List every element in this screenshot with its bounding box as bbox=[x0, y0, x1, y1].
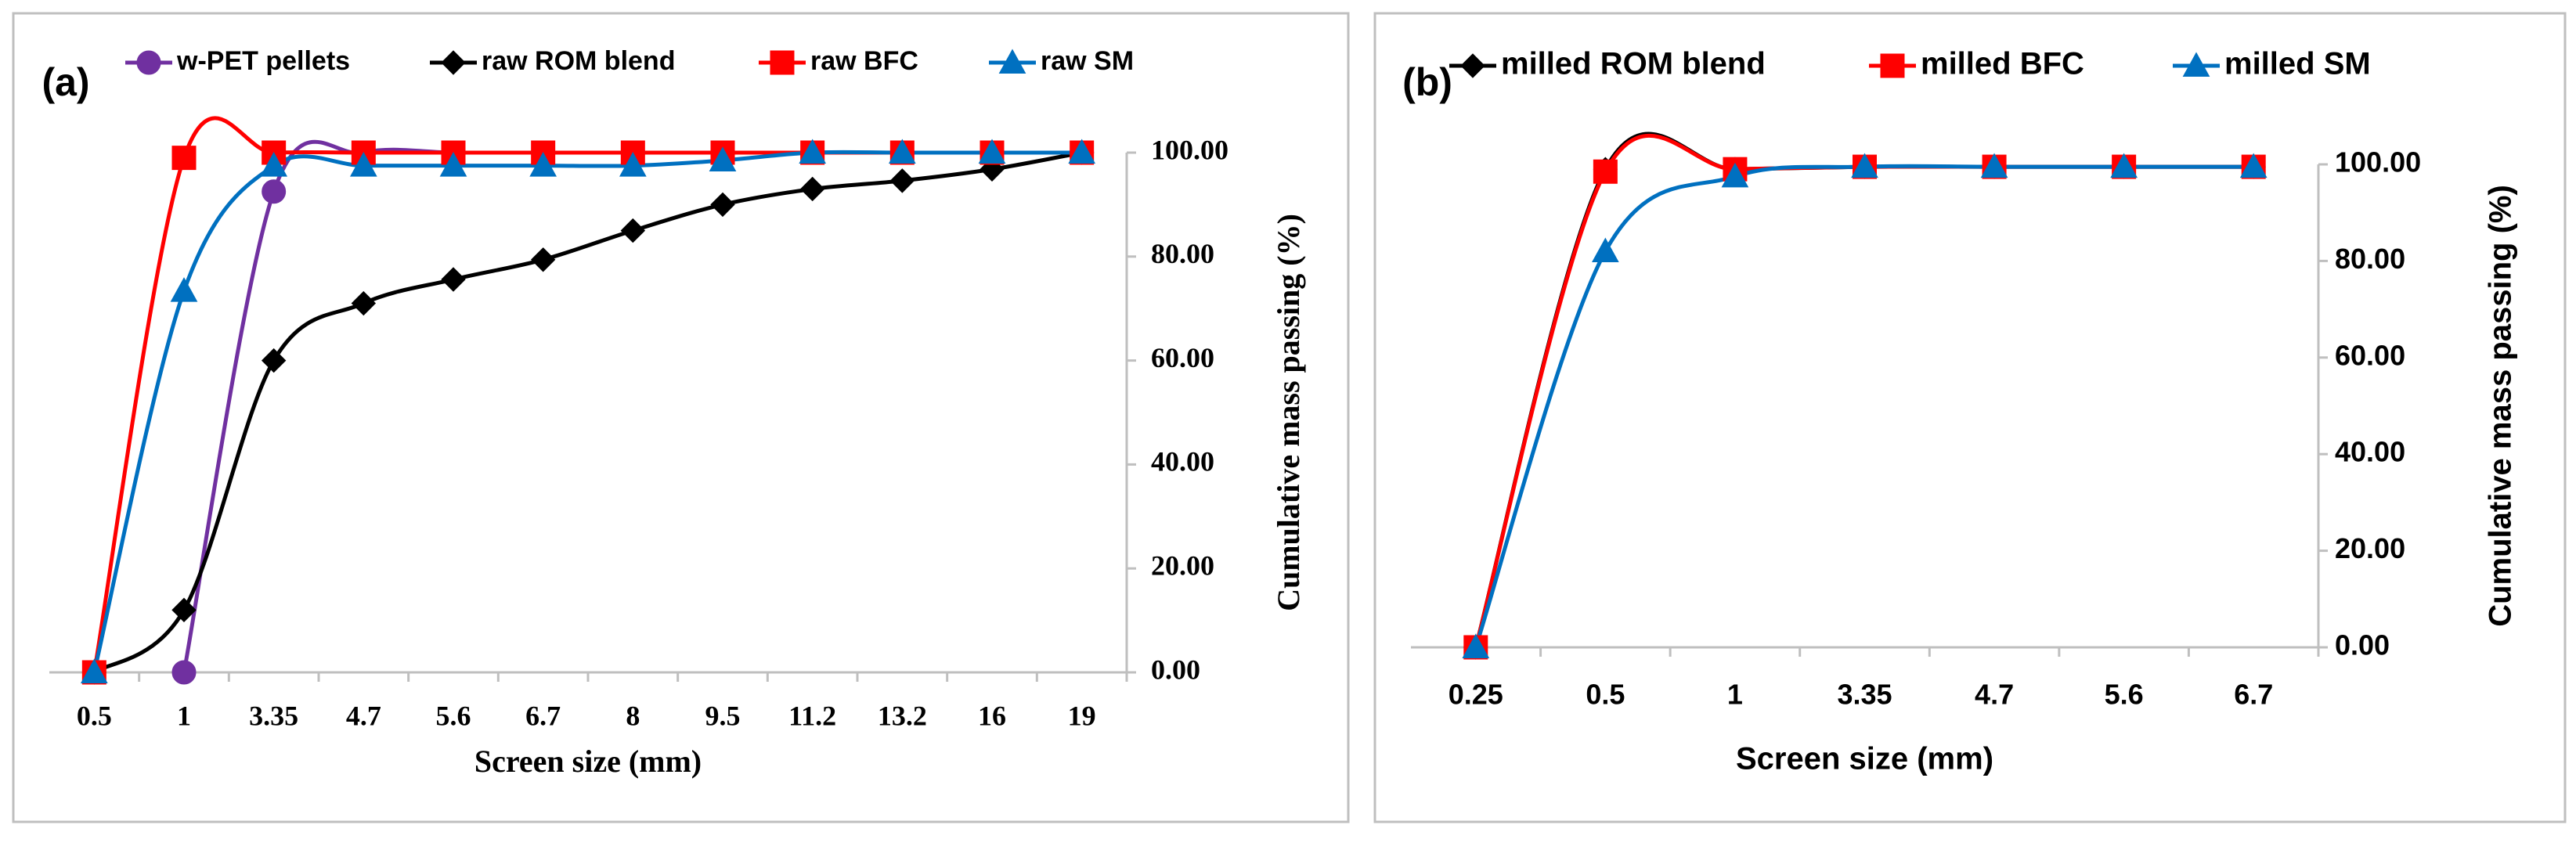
marker bbox=[171, 660, 197, 685]
panel-label: (b) bbox=[1402, 60, 1452, 104]
marker bbox=[1592, 237, 1619, 263]
marker bbox=[619, 152, 647, 177]
x-tick-label: 11.2 bbox=[788, 700, 836, 731]
x-tick-label: 16 bbox=[978, 700, 1006, 731]
marker bbox=[889, 168, 915, 193]
marker bbox=[2239, 153, 2268, 178]
marker bbox=[710, 192, 735, 218]
marker bbox=[171, 597, 197, 623]
legend-label: milled ROM blend bbox=[1501, 47, 1766, 81]
legend-label: raw SM bbox=[1041, 46, 1134, 76]
legend-marker bbox=[2182, 52, 2210, 77]
marker bbox=[2110, 153, 2138, 178]
x-axis-title: Screen size (mm) bbox=[474, 744, 702, 779]
legend-marker bbox=[441, 50, 466, 75]
x-tick-label: 6.7 bbox=[2234, 679, 2273, 711]
x-axis-title: Screen size (mm) bbox=[1736, 742, 1993, 776]
marker bbox=[261, 348, 287, 373]
marker bbox=[1980, 153, 2008, 178]
legend-label: w-PET pellets bbox=[176, 46, 350, 76]
x-tick-label: 3.35 bbox=[1837, 679, 1892, 711]
marker bbox=[1068, 139, 1096, 164]
x-tick-label: 0.25 bbox=[1449, 679, 1503, 711]
marker bbox=[978, 139, 1006, 164]
legend-marker bbox=[1880, 53, 1905, 78]
legend-marker bbox=[998, 49, 1026, 74]
panel-frame bbox=[12, 12, 1350, 823]
y-tick-label: 80.00 bbox=[1151, 238, 1214, 269]
x-tick-label: 9.5 bbox=[705, 700, 741, 731]
marker bbox=[709, 146, 737, 171]
y-tick-label: 100.00 bbox=[2335, 146, 2421, 178]
y-tick-label: 60.00 bbox=[1151, 342, 1214, 373]
marker bbox=[171, 146, 197, 171]
marker bbox=[441, 267, 466, 292]
x-tick-label: 19 bbox=[1068, 700, 1096, 731]
x-tick-label: 3.35 bbox=[249, 700, 298, 731]
legend-label: milled SM bbox=[2224, 47, 2371, 81]
marker bbox=[1851, 153, 1878, 178]
marker bbox=[260, 152, 288, 177]
x-tick-label: 4.7 bbox=[346, 700, 381, 731]
x-tick-label: 1 bbox=[1727, 679, 1743, 711]
legend-marker bbox=[770, 50, 795, 75]
marker bbox=[620, 218, 646, 243]
y-tick-label: 40.00 bbox=[1151, 446, 1214, 477]
x-tick-label: 0.5 bbox=[1586, 679, 1625, 711]
marker bbox=[351, 290, 377, 316]
marker bbox=[349, 152, 377, 177]
marker bbox=[530, 247, 556, 272]
marker bbox=[799, 176, 825, 202]
marker bbox=[80, 658, 108, 683]
marker bbox=[439, 152, 467, 177]
legend-marker bbox=[136, 50, 161, 75]
y-axis-title: Cumulative mass passing (%) bbox=[2484, 185, 2518, 627]
legend-label: milled BFC bbox=[1921, 47, 2084, 81]
marker bbox=[262, 179, 287, 204]
y-tick-label: 20.00 bbox=[2335, 532, 2405, 564]
marker bbox=[529, 152, 557, 177]
series-line bbox=[1474, 164, 2254, 648]
legend-label: raw ROM blend bbox=[482, 46, 675, 76]
x-tick-label: 6.7 bbox=[525, 700, 561, 731]
legend-marker bbox=[1460, 53, 1485, 78]
x-tick-label: 1 bbox=[177, 700, 191, 731]
x-tick-label: 5.6 bbox=[2105, 679, 2144, 711]
x-tick-label: 13.2 bbox=[878, 700, 927, 731]
x-tick-label: 4.7 bbox=[1975, 679, 2014, 711]
y-tick-label: 40.00 bbox=[2335, 436, 2405, 468]
x-tick-label: 8 bbox=[626, 700, 640, 731]
marker bbox=[170, 277, 198, 302]
y-tick-label: 0.00 bbox=[1151, 654, 1200, 685]
marker bbox=[1593, 159, 1618, 184]
legend-label: raw BFC bbox=[810, 46, 918, 76]
marker bbox=[888, 139, 916, 164]
y-tick-label: 80.00 bbox=[2335, 243, 2405, 275]
y-tick-label: 60.00 bbox=[2335, 339, 2405, 371]
x-tick-label: 0.5 bbox=[77, 700, 112, 731]
y-tick-label: 100.00 bbox=[1151, 134, 1228, 165]
panel-frame bbox=[1373, 12, 2567, 823]
y-tick-label: 0.00 bbox=[2335, 629, 2390, 661]
marker bbox=[1462, 633, 1490, 658]
panel-label: (a) bbox=[41, 60, 89, 104]
y-axis-title: Cumulative mass passing (%) bbox=[1271, 214, 1306, 611]
marker bbox=[799, 139, 827, 164]
x-tick-label: 5.6 bbox=[436, 700, 471, 731]
y-tick-label: 20.00 bbox=[1151, 549, 1214, 581]
marker bbox=[1721, 162, 1749, 188]
